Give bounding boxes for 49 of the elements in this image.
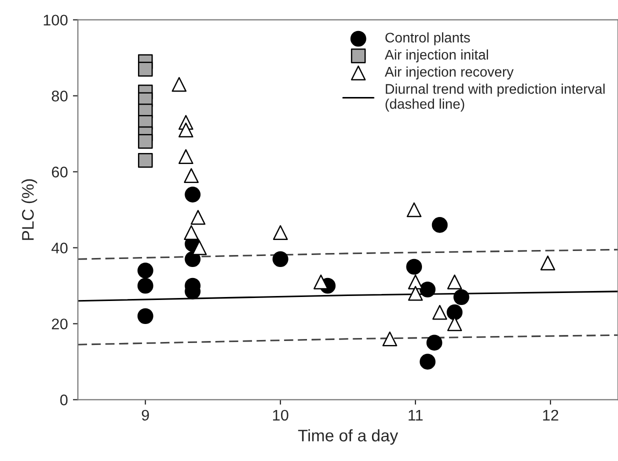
point — [272, 251, 288, 268]
point — [184, 251, 201, 268]
point — [137, 262, 154, 278]
legend-label: Diurnal trend with prediction interval (dashed line) — [386, 84, 605, 112]
point — [420, 282, 436, 298]
point — [453, 289, 470, 306]
y-tick-label: 80 — [52, 90, 68, 102]
y-tick-label: 100 — [44, 14, 68, 26]
point — [273, 225, 288, 240]
x-tick-label: 12 — [543, 410, 558, 420]
point — [446, 304, 463, 320]
y-tick-label: 20 — [52, 318, 68, 330]
point — [432, 217, 448, 233]
point — [426, 334, 442, 351]
point — [138, 62, 153, 77]
legend-label: Control plants — [385, 32, 470, 46]
point — [184, 186, 201, 202]
point — [184, 168, 199, 183]
point — [420, 354, 436, 370]
point — [138, 134, 153, 149]
point — [138, 152, 153, 168]
point — [540, 256, 556, 270]
point — [178, 122, 194, 138]
point — [172, 77, 187, 92]
point — [408, 274, 423, 290]
point — [447, 316, 462, 332]
x-tick-label: 10 — [273, 410, 288, 421]
point — [137, 308, 154, 324]
point — [178, 149, 194, 164]
point — [184, 225, 199, 240]
y-tick-label: 0 — [60, 394, 68, 406]
legend-label: Air injection inital — [384, 49, 488, 62]
legend-label: Air injection recovery — [384, 66, 514, 80]
x-axis-title: Time of a day — [298, 429, 398, 445]
y-axis-title: PLC (%) — [22, 179, 38, 240]
x-tick-label: 11 — [408, 410, 423, 420]
point — [447, 274, 462, 290]
point — [432, 304, 448, 320]
point — [314, 274, 328, 290]
point — [408, 286, 423, 301]
x-tick-label: 9 — [142, 410, 149, 421]
y-tick-label: 40 — [52, 242, 68, 254]
point — [382, 332, 398, 346]
y-tick-label: 60 — [52, 166, 68, 178]
point — [406, 202, 422, 218]
point — [190, 210, 206, 225]
point — [406, 258, 422, 275]
point — [192, 240, 207, 256]
point — [137, 278, 154, 294]
